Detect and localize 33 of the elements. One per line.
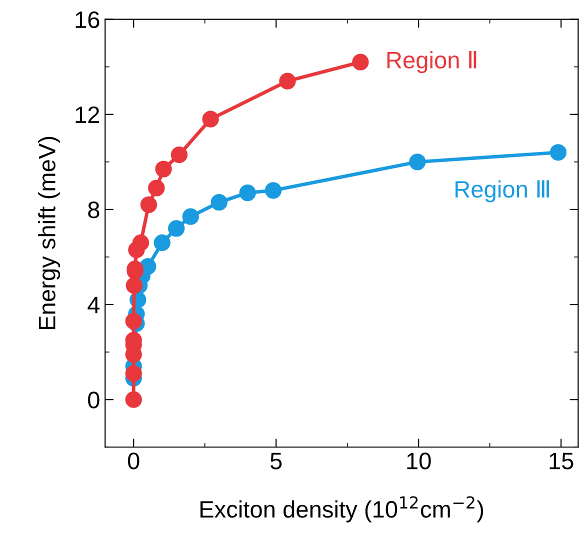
y-tick-label: 12 <box>76 106 100 123</box>
point <box>154 234 170 252</box>
point <box>148 180 165 196</box>
y-axis-title: Energy shift (meV) <box>38 136 60 330</box>
point <box>126 277 143 294</box>
point <box>210 194 228 211</box>
x-tick-label: 15 <box>550 452 574 470</box>
x-axis-title: Exciton density (10$^{12}$cm$^{−2}$) <box>200 496 484 522</box>
point <box>202 110 219 128</box>
series-label: Region Ⅱ <box>387 51 476 74</box>
point <box>125 391 142 408</box>
point <box>279 72 296 90</box>
y-tick-label: 0 <box>88 392 100 408</box>
point <box>125 312 142 330</box>
x-tick-label: 5 <box>270 452 282 470</box>
y-tick-label: 4 <box>88 296 100 314</box>
point <box>352 54 369 70</box>
point <box>239 184 256 202</box>
series-label: Region Ⅲ <box>456 180 549 202</box>
y-tick-label: 16 <box>76 11 100 28</box>
point <box>170 146 188 164</box>
point <box>264 182 282 199</box>
point <box>140 196 158 214</box>
y-tick-label: 8 <box>88 202 100 218</box>
point <box>155 160 172 178</box>
x-tick-label: 0 <box>128 452 140 470</box>
x-tick-label: 10 <box>407 452 431 470</box>
point <box>409 154 426 170</box>
point <box>125 365 142 382</box>
point <box>550 144 567 161</box>
point <box>132 234 150 252</box>
point <box>182 208 199 225</box>
point <box>168 220 185 237</box>
